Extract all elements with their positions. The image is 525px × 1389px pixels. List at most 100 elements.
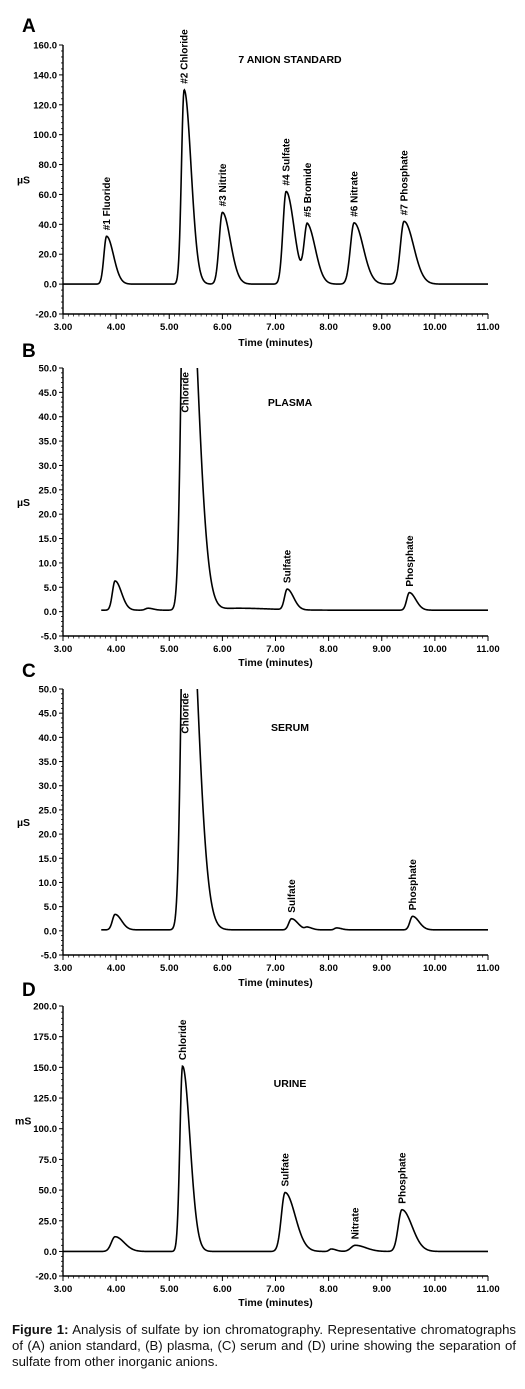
y-tick-label: 80.0: [39, 160, 58, 171]
peak-label: #3 Nitrite: [218, 163, 229, 206]
x-tick-label: 6.00: [213, 644, 232, 655]
y-tick-label: 0.0: [44, 607, 57, 618]
y-tick-label: 50.0: [39, 1186, 58, 1197]
y-tick-label: 0.0: [44, 1247, 57, 1258]
y-tick-label: -5.0: [41, 632, 57, 643]
y-axis-label: mS: [15, 1116, 31, 1128]
panel-title: PLASMA: [268, 397, 313, 409]
y-tick-label: 200.0: [33, 1002, 57, 1013]
peak-label: #4 Sulfate: [282, 138, 293, 186]
x-axis-label: Time (minutes): [238, 1297, 312, 1309]
x-axis-label: Time (minutes): [238, 657, 312, 669]
y-tick-label: 15.0: [39, 534, 58, 545]
x-tick-label: 7.00: [266, 322, 285, 333]
y-tick-label: 75.0: [39, 1155, 58, 1166]
y-tick-label: 45.0: [39, 709, 58, 720]
chart-panel-c: C -5.0 0.0 5.0 10.0 15.0 20.0 25.0 30.0 35.0 40.0 4…: [17, 661, 500, 989]
panel-title: URINE: [274, 1078, 307, 1090]
peak-label: #5 Bromide: [303, 162, 314, 217]
peak-label: Sulfate: [283, 549, 294, 583]
y-tick-label: 125.0: [33, 1094, 57, 1105]
x-tick-label: 6.00: [213, 1284, 232, 1295]
x-tick-label: 6.00: [213, 322, 232, 333]
peak-label: #6 Nitrate: [350, 171, 361, 217]
y-tick-label: 0.0: [44, 926, 57, 937]
y-tick-label: 5.0: [44, 583, 57, 594]
y-tick-label: 175.0: [33, 1032, 57, 1043]
x-tick-label: 9.00: [373, 322, 392, 333]
figure-caption-label: Figure 1:: [12, 1322, 69, 1337]
panel-title: SERUM: [271, 722, 309, 734]
x-tick-label: 11.00: [476, 322, 499, 333]
peak-label: Nitrate: [351, 1207, 362, 1239]
y-tick-label: 5.0: [44, 902, 57, 913]
chart-panel-a: A -20.0 0.0 20.0 40.0 60.0 80.0 100.0 120.0 140.0…: [17, 16, 500, 349]
y-tick-label: 20.0: [39, 510, 58, 521]
x-tick-label: 7.00: [266, 1284, 285, 1295]
y-tick-label: 25.0: [39, 485, 58, 496]
x-tick-label: 3.00: [54, 963, 73, 974]
figure-caption: Figure 1: Analysis of sulfate by ion chr…: [12, 1322, 516, 1370]
x-axis-label: Time (minutes): [238, 977, 312, 989]
y-tick-label: 150.0: [33, 1063, 57, 1074]
peak-label: #1 Fluoride: [102, 177, 113, 231]
panel-letter: A: [22, 16, 36, 37]
chromatogram-trace: [101, 368, 488, 611]
chart-panel-d: D -20.0 0.0 25.0 50.0 75.0 100.0 125.0 150.0 175.…: [15, 980, 500, 1309]
x-tick-label: 11.00: [476, 1284, 499, 1295]
y-tick-label: 10.0: [39, 878, 58, 889]
x-axis-label: Time (minutes): [238, 337, 312, 349]
x-tick-label: 7.00: [266, 644, 285, 655]
x-tick-label: 3.00: [54, 1284, 73, 1295]
y-tick-label: 40.0: [39, 733, 58, 744]
y-tick-label: 10.0: [39, 558, 58, 569]
y-axis-label: µS: [17, 175, 30, 187]
y-axis-label: µS: [17, 817, 30, 829]
y-tick-label: 20.0: [39, 830, 58, 841]
x-tick-label: 9.00: [373, 1284, 392, 1295]
chromatogram-figure: A -20.0 0.0 20.0 40.0 60.0 80.0 100.0 120.0 140.0…: [15, 16, 500, 1309]
peak-label: Sulfate: [281, 1153, 292, 1187]
x-tick-label: 5.00: [160, 322, 179, 333]
x-tick-label: 9.00: [373, 644, 392, 655]
x-tick-label: 10.00: [423, 644, 447, 655]
x-tick-label: 8.00: [319, 963, 338, 974]
y-tick-label: 25.0: [39, 1216, 58, 1227]
y-tick-label: 160.0: [33, 41, 57, 52]
x-tick-label: 10.00: [423, 1284, 447, 1295]
y-tick-label: 40.0: [39, 412, 58, 423]
chart-panel-b: B -5.0 0.0 5.0 10.0 15.0 20.0 25.0 30.0 35.0 40.0 4…: [17, 341, 500, 669]
peak-label: Phosphate: [405, 535, 416, 587]
peak-label: Phosphate: [408, 859, 419, 911]
peak-label: #7 Phosphate: [400, 150, 411, 215]
x-tick-label: 4.00: [107, 963, 126, 974]
peak-label: Chloride: [178, 1019, 189, 1060]
y-tick-label: 35.0: [39, 757, 58, 768]
y-tick-label: 30.0: [39, 461, 58, 472]
x-tick-label: 8.00: [319, 1284, 338, 1295]
x-tick-label: 5.00: [160, 963, 179, 974]
x-tick-label: 5.00: [160, 1284, 179, 1295]
x-tick-label: 5.00: [160, 644, 179, 655]
panel-letter: B: [22, 341, 36, 362]
figure-caption-text: Analysis of sulfate by ion chromatograph…: [12, 1322, 517, 1369]
y-tick-label: 50.0: [39, 364, 58, 375]
peak-label: Phosphate: [397, 1152, 408, 1204]
x-tick-label: 6.00: [213, 963, 232, 974]
x-tick-label: 4.00: [107, 644, 126, 655]
x-tick-label: 8.00: [319, 322, 338, 333]
panel-letter: D: [22, 980, 36, 1001]
chromatogram-trace: [101, 689, 488, 931]
y-tick-label: 100.0: [33, 130, 57, 141]
y-tick-label: -5.0: [41, 951, 57, 962]
y-tick-label: 20.0: [39, 250, 58, 261]
y-tick-label: 140.0: [33, 70, 57, 81]
peak-label: #2 Chloride: [180, 29, 191, 84]
x-tick-label: 7.00: [266, 963, 285, 974]
x-tick-label: 8.00: [319, 644, 338, 655]
y-axis-label: µS: [17, 497, 30, 509]
x-tick-label: 4.00: [107, 1284, 126, 1295]
panel-letter: C: [22, 661, 36, 682]
chromatogram-trace: [63, 88, 488, 285]
y-tick-label: 45.0: [39, 388, 58, 399]
